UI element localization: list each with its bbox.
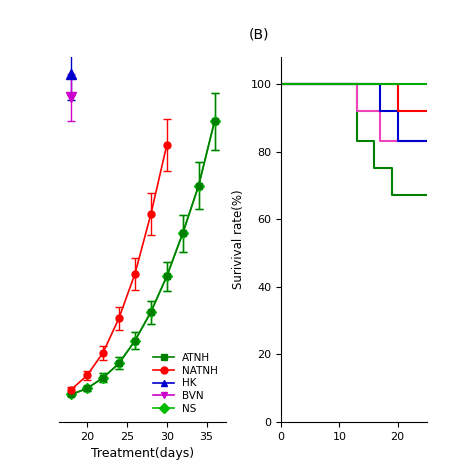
X-axis label: Treatment(days): Treatment(days) [91, 447, 194, 460]
Y-axis label: Surivival rate(%): Surivival rate(%) [232, 190, 245, 289]
Legend: ATNH, NATNH, HK, BVN, NS: ATNH, NATNH, HK, BVN, NS [150, 350, 221, 417]
Text: (B): (B) [249, 27, 270, 42]
